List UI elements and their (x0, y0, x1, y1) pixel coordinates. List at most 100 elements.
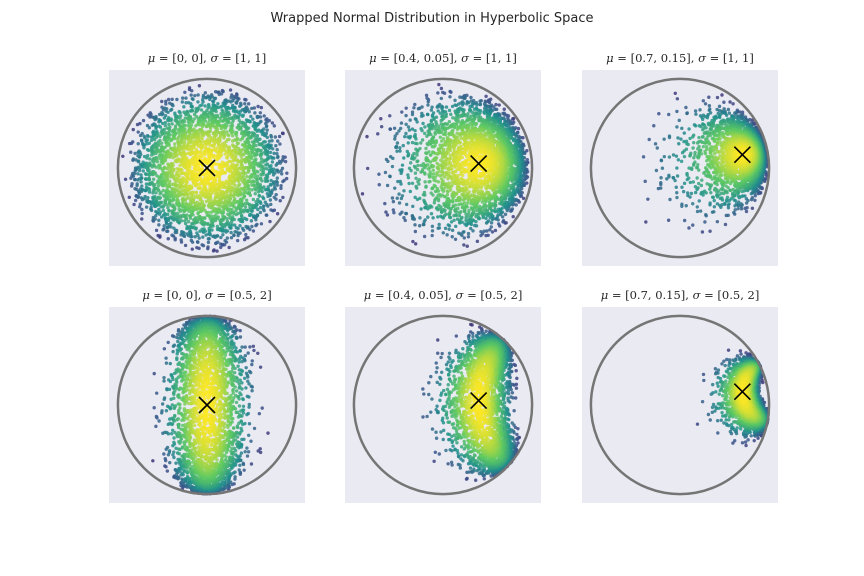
scatter-point (477, 118, 481, 123)
scatter-point (439, 86, 444, 91)
scatter-point (439, 139, 444, 143)
scatter-point (260, 132, 265, 137)
scatter-point (166, 118, 171, 123)
scatter-point (448, 95, 452, 99)
scatter-point (251, 229, 256, 233)
scatter-point (258, 205, 263, 210)
scatter-point (157, 223, 161, 227)
scatter-point (401, 143, 405, 148)
scatter-point (264, 166, 269, 171)
scatter-point (215, 224, 220, 229)
scatter-point (472, 107, 477, 111)
scatter-point (168, 133, 172, 137)
scatter-point (171, 163, 175, 167)
scatter-point (179, 219, 184, 223)
scatter-point (198, 176, 203, 180)
scatter-point (426, 215, 430, 219)
scatter-point (437, 203, 441, 208)
scatter-point (185, 232, 189, 236)
scatter-point (225, 166, 230, 171)
scatter-point (153, 117, 157, 122)
scatter-point (212, 207, 217, 211)
scatter-point (142, 146, 146, 150)
subplot-title: μ = [0, 0], σ = [1, 1] (148, 51, 266, 65)
scatter-point (152, 183, 157, 187)
scatter-point (271, 181, 276, 185)
scatter-point (250, 224, 254, 229)
scatter-point (434, 156, 439, 160)
scatter-point (274, 163, 278, 167)
scatter-point (261, 204, 266, 208)
scatter-point (134, 158, 138, 162)
scatter-point (383, 170, 388, 175)
scatter-point (426, 112, 430, 117)
scatter-point (127, 195, 132, 200)
scatter-point (453, 98, 457, 103)
scatter-point (385, 183, 390, 188)
scatter-point (263, 176, 268, 181)
subplot-2: μ = [0.4, 0.05], σ = [1, 1] (345, 51, 541, 266)
scatter-point (445, 122, 449, 126)
scatter-point (423, 172, 427, 176)
scatter-point (123, 177, 128, 181)
scatter-point (278, 142, 282, 146)
scatter-point (413, 128, 417, 133)
scatter-point (265, 191, 270, 196)
scatter-point (131, 140, 135, 144)
scatter-point (225, 155, 229, 160)
scatter-point (232, 223, 237, 227)
scatter-point (133, 171, 137, 176)
scatter-point (285, 171, 289, 175)
scatter-point (420, 138, 425, 142)
scatter-point (243, 205, 248, 209)
scatter-point (281, 195, 285, 200)
scatter-point (215, 234, 220, 238)
scatter-point (404, 131, 408, 136)
scatter-point (416, 163, 420, 168)
scatter-point (195, 200, 199, 204)
scatter-point (230, 155, 234, 160)
scatter-point (384, 210, 388, 214)
scatter-point (138, 166, 142, 170)
scatter-point (221, 119, 225, 123)
scatter-point (154, 165, 158, 169)
scatter-point (429, 108, 434, 112)
scatter-point (250, 131, 254, 135)
scatter-point (143, 136, 147, 140)
scatter-point (163, 158, 168, 163)
scatter-point (133, 198, 138, 203)
scatter-point (418, 146, 422, 151)
scatter-point (489, 221, 494, 225)
scatter-point (458, 195, 462, 200)
scatter-point (129, 150, 133, 154)
scatter-point (154, 135, 159, 139)
scatter-point (183, 221, 188, 226)
scatter-point (511, 214, 515, 219)
scatter-point (199, 146, 204, 150)
scatter-point (437, 226, 442, 230)
scatter-point (183, 90, 187, 94)
scatter-point (437, 222, 441, 227)
scatter-point (238, 224, 242, 228)
scatter-point (180, 229, 184, 234)
scatter-point (279, 186, 283, 191)
scatter-point (138, 202, 143, 206)
scatter-point (243, 101, 247, 106)
scatter-point (390, 196, 395, 200)
scatter-point (196, 100, 200, 104)
scatter-point (406, 125, 411, 129)
scatter-point (258, 210, 263, 215)
scatter-point (487, 100, 492, 105)
scatter-point (422, 190, 427, 195)
scatter-point (443, 133, 448, 137)
scatter-point (228, 88, 233, 92)
scatter-point (489, 225, 493, 229)
scatter-point (136, 195, 141, 199)
scatter-point (164, 216, 168, 220)
scatter-point (453, 213, 458, 217)
scatter-point (430, 224, 435, 229)
scatter-point (388, 174, 392, 179)
scatter-point (473, 123, 478, 127)
scatter-point (255, 115, 260, 120)
scatter-point (163, 211, 167, 216)
